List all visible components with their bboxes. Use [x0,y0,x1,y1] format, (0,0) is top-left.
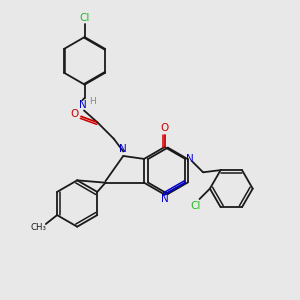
Text: N: N [186,154,194,164]
Text: O: O [70,109,79,119]
Text: N: N [119,143,127,154]
Text: CH₃: CH₃ [31,223,47,232]
Text: Cl: Cl [191,202,201,212]
Text: Cl: Cl [80,13,90,23]
Text: H: H [89,97,96,106]
Text: O: O [160,123,169,133]
Text: N: N [79,100,86,110]
Text: N: N [161,194,169,204]
